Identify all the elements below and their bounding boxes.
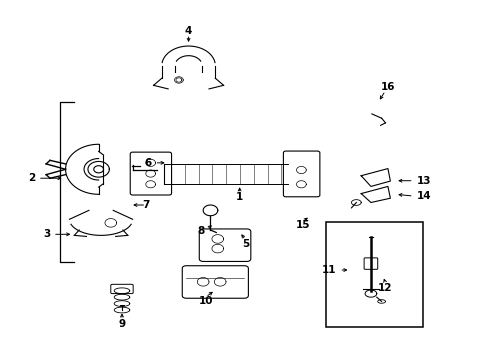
Text: 16: 16 <box>380 82 394 92</box>
Text: 1: 1 <box>236 192 243 202</box>
Text: 11: 11 <box>321 265 335 275</box>
Text: 2: 2 <box>28 173 35 183</box>
Text: 15: 15 <box>295 220 309 230</box>
Text: 13: 13 <box>416 176 431 186</box>
Text: 8: 8 <box>197 226 204 236</box>
Text: 14: 14 <box>416 191 431 201</box>
Text: 10: 10 <box>198 296 212 306</box>
Text: 9: 9 <box>118 319 125 329</box>
Text: 3: 3 <box>43 229 50 239</box>
Bar <box>325 222 423 327</box>
Text: 12: 12 <box>378 283 392 293</box>
Text: 6: 6 <box>144 158 152 168</box>
Text: 7: 7 <box>142 200 149 210</box>
Text: 5: 5 <box>242 239 248 249</box>
Text: 4: 4 <box>184 26 192 36</box>
